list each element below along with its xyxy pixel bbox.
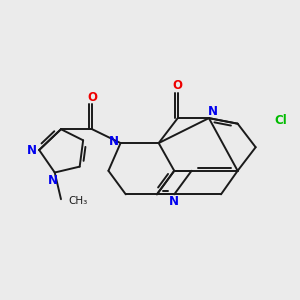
- Text: N: N: [109, 135, 118, 148]
- Text: O: O: [87, 91, 97, 104]
- Text: N: N: [208, 105, 218, 118]
- Text: Cl: Cl: [274, 114, 287, 128]
- Text: N: N: [48, 174, 58, 187]
- Text: N: N: [27, 143, 37, 157]
- Text: O: O: [173, 80, 183, 92]
- Text: CH₃: CH₃: [69, 196, 88, 206]
- Text: N: N: [169, 196, 179, 208]
